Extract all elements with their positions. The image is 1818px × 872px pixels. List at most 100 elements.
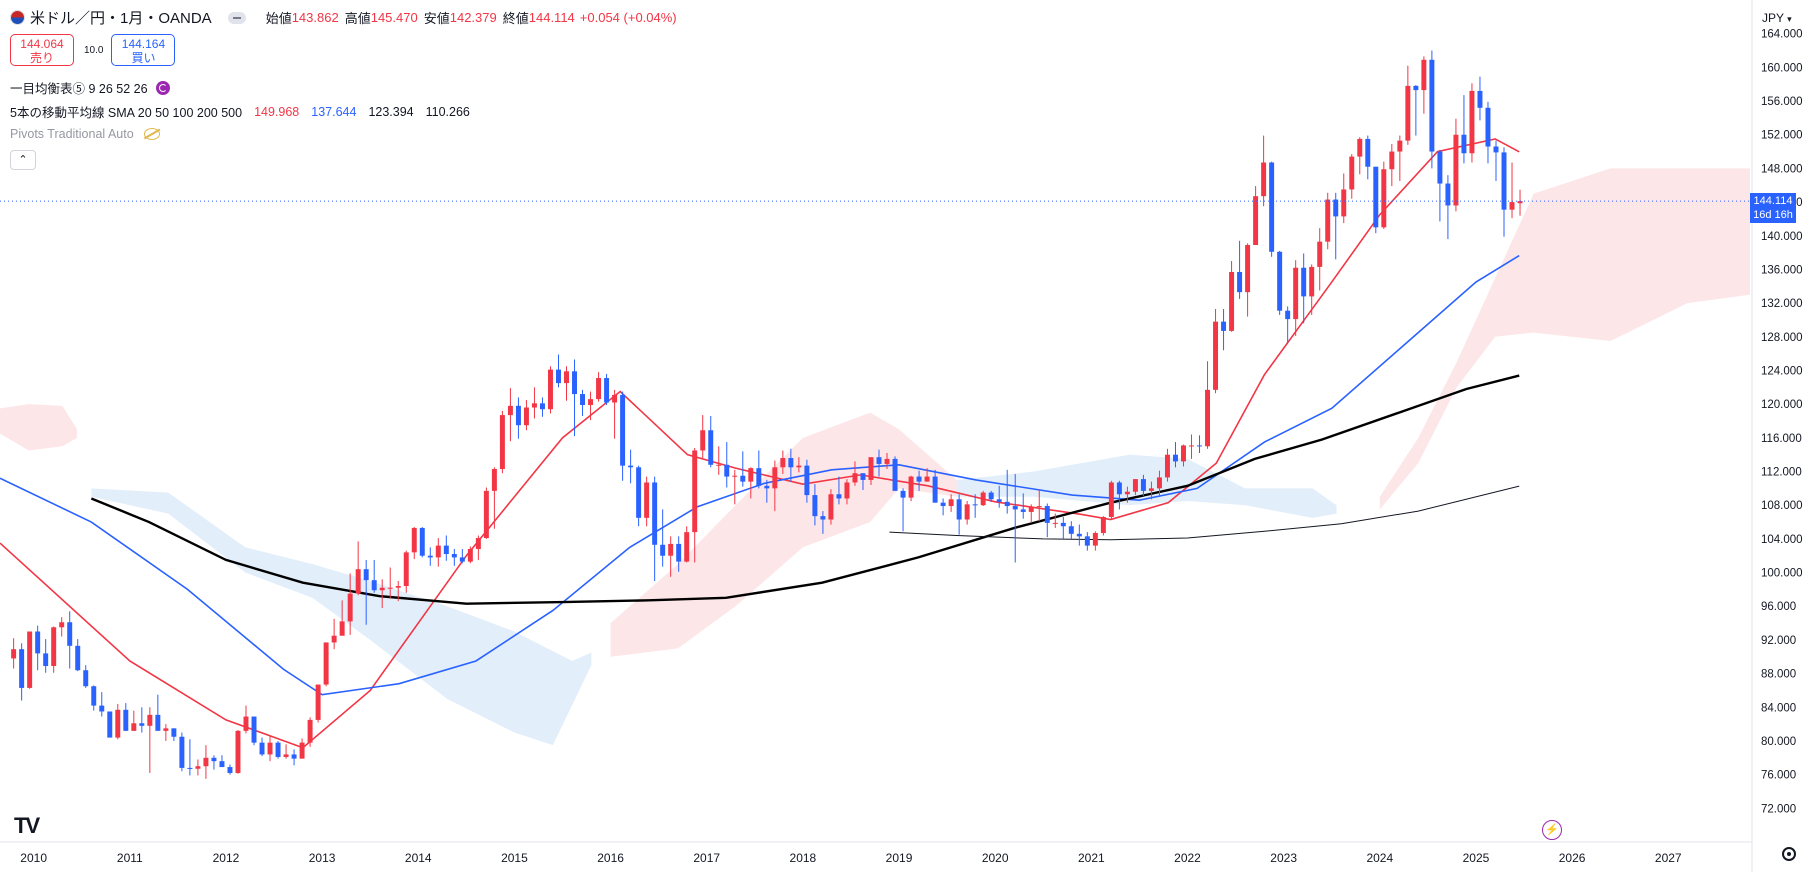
refresh-icon[interactable] [155,80,170,95]
candle-body [724,464,730,477]
currency-selector[interactable]: JPY ▾ [1762,8,1806,28]
candle-body [251,716,257,743]
candle-body [11,649,17,659]
cloud-segment-0 [0,404,77,451]
price-tick-label: 132.000 [1761,298,1803,310]
candle-body [588,399,594,406]
candle-body [1076,533,1082,537]
sell-price: 144.064 [20,37,64,51]
candle-body [371,580,377,591]
candle-body [59,622,65,628]
candle-body [1084,536,1090,546]
tradingview-logo[interactable]: TV [14,813,40,838]
candle-body [435,545,441,558]
candle-body [1148,488,1154,491]
candle-body [980,492,986,506]
eye-off-icon[interactable] [143,128,160,140]
candle-body [892,458,898,491]
candle-body [556,369,561,384]
candle-body [1189,445,1194,447]
candle-body [1181,445,1186,462]
sma200-value: 110.266 [425,104,470,119]
price-tick-label: 96.000 [1761,601,1796,613]
candle-body [604,378,610,403]
sma-label: 5本の移動平均線 SMA 20 50 100 200 500 [10,106,243,120]
price-tick-label: 76.000 [1761,770,1796,782]
pivots-label: Pivots Traditional Auto [10,127,134,141]
candle-body [1413,85,1419,91]
high-value: 145.470 [370,10,418,25]
time-tick-label: 2024 [1366,851,1393,865]
candle-body [1044,506,1050,523]
last-price-label: 144.114 16d 16h [1750,193,1796,224]
candle-body [1237,271,1243,293]
candle-body [19,649,25,688]
chevron-up-icon[interactable]: ⌃ [10,150,36,170]
candle-body [812,495,818,517]
candle-body [107,711,113,738]
candle-body [820,516,826,520]
candle-body [908,476,914,498]
cloud-segment-4 [1379,168,1750,510]
candle-body [219,761,225,768]
price-tick-label: 104.000 [1761,534,1803,546]
sell-button[interactable]: 144.064 売り [10,34,74,66]
high-label: 高値 [344,11,371,26]
low-value: 142.379 [449,10,497,25]
ichimoku-legend[interactable]: 一目均衡表⑤ 9 26 52 26 [10,78,170,97]
candle-body [772,467,778,489]
candle-body [1309,266,1315,297]
candle-body [932,476,938,503]
collapse-symbol-button[interactable] [227,11,246,24]
candle-body [123,709,129,731]
candle-body [1229,271,1235,331]
price-axis[interactable]: 72.000 76.000 80.000 84.000 88.000 92.000 96.0… [1761,29,1803,816]
candle-body [564,371,569,384]
sma100-value: 123.394 [368,104,414,119]
buy-button[interactable]: 144.164 買い [111,34,176,66]
candle-body [491,468,497,491]
candle-body [988,492,994,500]
candle-body [1092,532,1098,546]
lightning-icon[interactable]: ⚡ [1542,820,1562,840]
candle-body [924,476,930,482]
price-tick-label: 112.000 [1761,467,1802,479]
gear-icon[interactable] [1782,847,1796,861]
price-tick-label: 140.000 [1761,231,1803,243]
price-tick-label: 156.000 [1761,96,1803,108]
candle-body [27,631,33,688]
sma50-value: 137.644 [311,104,357,119]
candle-body [884,458,890,464]
candle-body [780,458,786,468]
symbol-header: 米ドル／円・1月・OANDA 始値 143.862 高値 145.470 安値 … [10,7,677,28]
price-tick-label: 160.000 [1761,62,1803,74]
pivots-legend[interactable]: Pivots Traditional Auto [10,127,160,141]
candle-body [628,465,634,468]
time-tick-label: 2015 [501,851,528,865]
candle-body [1437,151,1443,184]
candle-body [684,532,690,562]
symbol-title[interactable]: 米ドル／円・1月・OANDA [30,10,212,27]
candle-body [227,767,233,773]
sma-legend[interactable]: 5本の移動平均線 SMA 20 50 100 200 500 149.968 1… [10,102,470,121]
sma-line-sma100 [90,374,1520,605]
candle-body [1253,196,1259,246]
time-axis[interactable]: 2010 2011 2012 2013 2014 2015 2016 2017 2018 2019… [20,851,1682,865]
candle-body [1461,134,1467,154]
candle-body [580,394,586,406]
candle-body [1277,251,1283,311]
candle-body [652,482,658,545]
low-label: 安値 [423,11,450,26]
candle-body [547,369,553,410]
candle-body [1285,310,1291,320]
time-tick-label: 2026 [1559,851,1586,865]
time-tick-label: 2011 [117,851,143,865]
candle-body [91,686,97,706]
open-label: 始値 [265,11,292,26]
candle-body [1365,138,1371,167]
candle-body [339,621,345,636]
time-tick-label: 2027 [1655,851,1682,865]
candle-body [1132,479,1138,492]
candle-body [828,494,834,520]
